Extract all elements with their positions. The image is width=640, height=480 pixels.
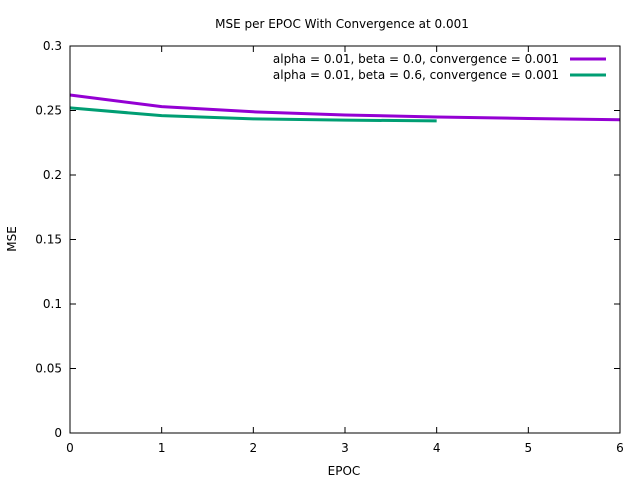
y-tick-label: 0.2 [43, 168, 62, 182]
x-tick-label: 1 [158, 441, 166, 455]
y-tick-label: 0.15 [35, 233, 62, 247]
x-tick-label: 4 [433, 441, 441, 455]
x-tick-label: 6 [616, 441, 624, 455]
x-tick-label: 2 [250, 441, 258, 455]
y-tick-label: 0 [54, 426, 62, 440]
series-line-1 [69, 93, 621, 122]
x-tick-label: 0 [66, 441, 74, 455]
x-tick-label: 3 [341, 441, 349, 455]
series-line-2 [69, 106, 437, 123]
x-axis-label: EPOC [328, 464, 361, 478]
x-tick-label: 5 [525, 441, 533, 455]
y-tick-label: 0.05 [35, 362, 62, 376]
plot-area-frame [69, 45, 621, 434]
legend: alpha = 0.01, beta = 0.0, convergence = … [273, 52, 606, 82]
y-tick-label: 0.1 [43, 297, 62, 311]
legend-label-1: alpha = 0.01, beta = 0.0, convergence = … [273, 52, 559, 66]
series-group [69, 93, 621, 123]
axis-ticks: 0 1 2 3 4 5 6 0 0.05 0.1 0.15 0.2 0.25 0.3 [35, 39, 624, 455]
y-tick-label: 0.3 [43, 39, 62, 53]
chart-title: MSE per EPOC With Convergence at 0.001 [215, 17, 469, 31]
legend-label-2: alpha = 0.01, beta = 0.6, convergence = … [273, 68, 559, 82]
y-tick-label: 0.25 [35, 104, 62, 118]
y-axis-label: MSE [5, 226, 19, 252]
